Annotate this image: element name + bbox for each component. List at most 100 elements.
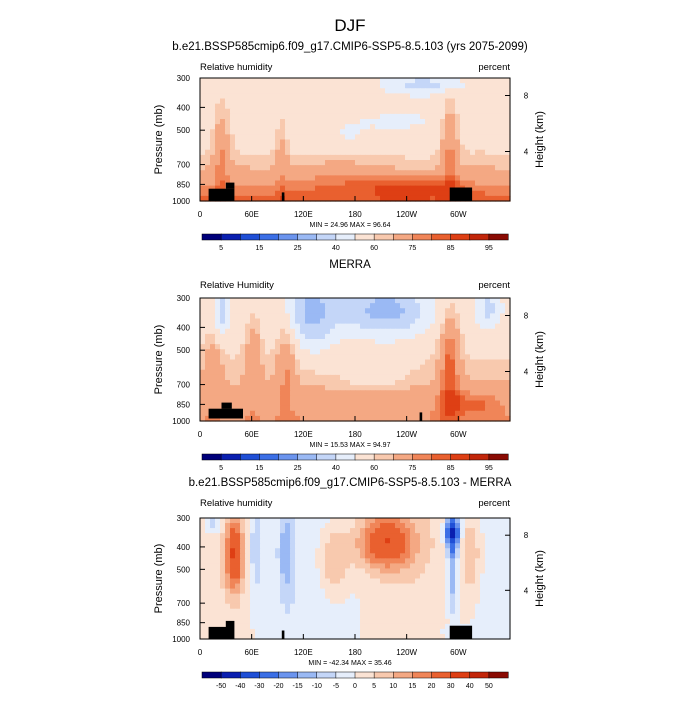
heatmap-cell bbox=[420, 364, 426, 371]
heatmap-cell bbox=[360, 588, 366, 595]
heatmap-cell bbox=[420, 195, 426, 202]
heatmap-cell bbox=[220, 88, 226, 94]
heatmap-cell bbox=[385, 165, 391, 171]
heatmap-cell bbox=[380, 613, 386, 620]
heatmap-cell bbox=[415, 603, 421, 610]
heatmap-cell bbox=[250, 308, 256, 314]
heatmap-cell bbox=[305, 369, 311, 376]
heatmap-cell bbox=[375, 608, 381, 615]
heatmap-cell bbox=[465, 333, 471, 340]
heatmap-cell bbox=[285, 390, 291, 396]
heatmap-cell bbox=[425, 313, 431, 320]
heatmap-cell bbox=[225, 108, 231, 115]
heatmap-cell bbox=[380, 139, 386, 146]
heatmap-cell bbox=[385, 608, 391, 615]
heatmap-cell bbox=[470, 608, 476, 615]
heatmap-cell bbox=[255, 623, 261, 630]
heatmap-cell bbox=[400, 190, 406, 197]
heatmap-cell bbox=[355, 588, 361, 595]
heatmap-cell bbox=[335, 195, 341, 202]
colorbar-swatch bbox=[450, 233, 471, 241]
heatmap-cell bbox=[420, 578, 426, 585]
heatmap-cell bbox=[200, 364, 206, 371]
heatmap-cell bbox=[450, 598, 456, 605]
heatmap-cell bbox=[450, 390, 456, 396]
heatmap-cell bbox=[500, 593, 506, 600]
heatmap-cell bbox=[230, 354, 236, 361]
heatmap-cell bbox=[365, 568, 371, 575]
heatmap-cell bbox=[310, 578, 316, 585]
heatmap-cell bbox=[450, 349, 456, 355]
heatmap-cell bbox=[410, 598, 416, 605]
heatmap-cell bbox=[385, 124, 391, 130]
heatmap-cell bbox=[360, 553, 366, 559]
heatmap-cell bbox=[455, 400, 461, 407]
heatmap-cell bbox=[265, 93, 271, 100]
heatmap-cell bbox=[465, 108, 471, 115]
heatmap-cell bbox=[330, 129, 336, 135]
heatmap-cell bbox=[505, 160, 511, 166]
heatmap-cell bbox=[340, 323, 346, 330]
heatmap-cell bbox=[425, 380, 431, 386]
heatmap-cell bbox=[490, 603, 496, 610]
heatmap-cell bbox=[250, 395, 256, 402]
heatmap-cell bbox=[360, 333, 366, 340]
heatmap-cell bbox=[265, 603, 271, 610]
heatmap-cell bbox=[275, 139, 281, 146]
heatmap-cell bbox=[230, 588, 236, 595]
heatmap-cell bbox=[200, 578, 206, 585]
heatmap-cell bbox=[485, 124, 491, 130]
heatmap-cell bbox=[380, 623, 386, 630]
heatmap-cell bbox=[410, 98, 416, 105]
heatmap-cell bbox=[300, 593, 306, 600]
heatmap-cell bbox=[200, 543, 206, 549]
heatmap-cell bbox=[290, 98, 296, 105]
heatmap-cell bbox=[260, 78, 266, 84]
heatmap-cell bbox=[505, 400, 511, 407]
heatmap-cell bbox=[220, 380, 226, 386]
heatmap-cell bbox=[445, 323, 451, 330]
heatmap-cell bbox=[245, 415, 251, 422]
heatmap-cell bbox=[325, 124, 331, 130]
heatmap-cell bbox=[455, 528, 461, 534]
heatmap-cell bbox=[290, 369, 296, 376]
heatmap-cell bbox=[230, 303, 236, 309]
heatmap-cell bbox=[335, 359, 341, 366]
heatmap-cell bbox=[410, 190, 416, 197]
heatmap-cell bbox=[340, 369, 346, 376]
heatmap-cell bbox=[295, 543, 301, 549]
heatmap-cell bbox=[450, 313, 456, 320]
land-mask bbox=[225, 620, 235, 627]
heatmap-cell bbox=[295, 553, 301, 559]
heatmap-cell bbox=[365, 119, 371, 125]
heatmap-cell bbox=[490, 593, 496, 600]
heatmap-cell bbox=[245, 385, 251, 391]
heatmap-cell bbox=[230, 83, 236, 89]
heatmap-cell bbox=[310, 103, 316, 110]
heatmap-cell bbox=[395, 354, 401, 361]
heatmap-cell bbox=[385, 308, 391, 314]
heatmap-cell bbox=[235, 144, 241, 151]
heatmap-cell bbox=[300, 528, 306, 534]
heatmap-cell bbox=[370, 538, 376, 544]
heatmap-cell bbox=[430, 93, 436, 100]
heatmap-cell bbox=[360, 119, 366, 125]
heatmap-cell bbox=[320, 410, 326, 417]
heatmap-cell bbox=[380, 405, 386, 412]
heatmap-cell bbox=[385, 528, 391, 534]
heatmap-cell bbox=[435, 633, 441, 640]
heatmap-cell bbox=[440, 308, 446, 314]
heatmap-cell bbox=[320, 593, 326, 600]
heatmap-cell bbox=[410, 359, 416, 366]
heatmap-cell bbox=[280, 533, 286, 539]
heatmap-cell bbox=[300, 633, 306, 640]
heatmap-cell bbox=[460, 533, 466, 539]
colorbar-label: 85 bbox=[447, 245, 455, 252]
heatmap-cell bbox=[355, 415, 361, 422]
heatmap-cell bbox=[390, 113, 396, 120]
heatmap-cell bbox=[485, 180, 491, 187]
heatmap-cell bbox=[455, 608, 461, 615]
heatmap-cell bbox=[200, 628, 206, 635]
heatmap-cell bbox=[485, 298, 491, 304]
heatmap-cell bbox=[355, 308, 361, 314]
